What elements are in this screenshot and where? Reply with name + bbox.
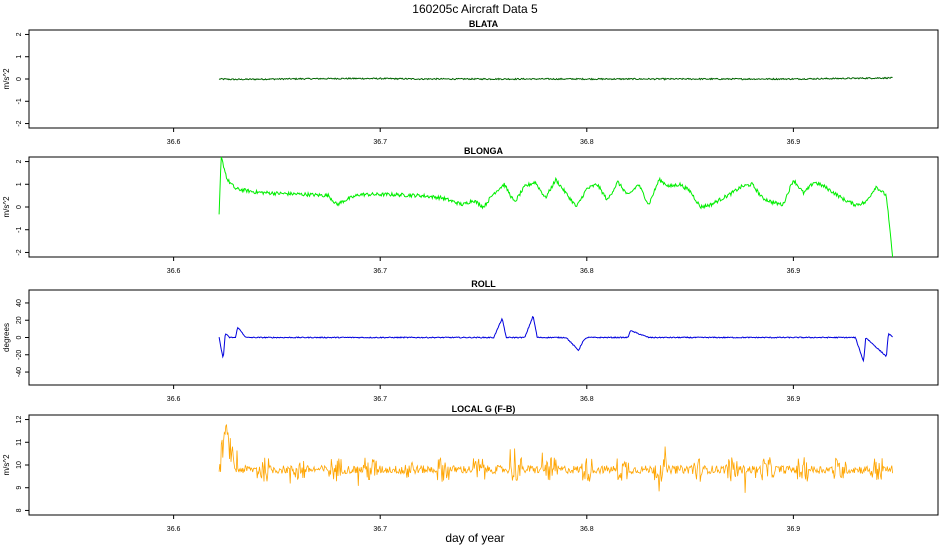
y-axis-label: m/s^2 [2,196,11,218]
x-tick-label: 36.9 [787,139,801,146]
x-tick-label: 36.9 [787,526,801,533]
x-tick-label: 36.7 [373,139,387,146]
x-tick-label: 36.7 [373,396,387,403]
y-axis-label: degrees [2,323,11,352]
series-line [218,424,893,493]
x-tick-label: 36.9 [787,268,801,275]
panel-1: BLATA m/s^2 -2 -1 0 1 2 36.6 36.7 36.8 36.9 [2,19,939,146]
x-tick-label: 36.8 [580,396,594,403]
panel-3: ROLL degrees -40 -20 0 20 40 36.6 36.7 36.8 36.9 [2,279,939,403]
x-tick-label: 36.6 [167,268,181,275]
x-tick-label: 36.7 [373,268,387,275]
plot-frame [28,414,939,516]
y-tick-label: 2 [16,159,23,163]
series-line [218,156,894,258]
x-tick-label: 36.6 [167,139,181,146]
series-line [218,315,893,363]
panel-title: BLATA [469,19,499,29]
panel-2: BLONGA m/s^2 -2 -1 0 1 2 36.6 36.7 36.8 36.9 [2,146,939,275]
y-tick-label: 0 [16,205,23,209]
series-line [218,76,893,81]
y-tick-label: -1 [16,227,23,233]
y-tick-label: 0 [16,77,23,81]
y-tick-label: 0 [16,335,23,339]
panel-title: LOCAL G (F-B) [452,404,516,414]
y-tick-label: 9 [16,486,23,490]
y-tick-label: 1 [16,55,23,59]
y-tick-label: 11 [16,439,23,446]
x-tick-label: 36.8 [580,268,594,275]
y-axis-label: m/s^2 [2,68,11,90]
x-tick-label: 36.6 [167,526,181,533]
y-tick-label: 8 [16,508,23,512]
x-tick-label: 36.7 [373,526,387,533]
x-tick-label: 36.9 [787,396,801,403]
y-tick-label: -1 [16,98,23,104]
y-tick-label: 20 [16,316,23,324]
y-tick-label: 40 [16,299,23,307]
page-title: 160205c Aircraft Data 5 [412,2,538,16]
panel-title: BLONGA [464,146,503,156]
y-tick-label: 1 [16,182,23,186]
y-tick-label: -2 [16,249,23,255]
panel-title: ROLL [471,279,496,289]
y-tick-label: -20 [16,350,23,360]
x-tick-label: 36.8 [580,526,594,533]
panel-4: LOCAL G (F-B) m/s^2 8 9 10 11 12 36.6 36.7 36.8 36… [2,404,939,533]
y-tick-label: 2 [16,32,23,36]
x-tick-label: 36.8 [580,139,594,146]
x-tick-label: 36.6 [167,396,181,403]
y-tick-label: 12 [16,416,23,424]
y-tick-label: -2 [16,120,23,126]
x-axis-label: day of year [445,531,505,545]
y-tick-label: -40 [16,367,23,377]
y-axis-label: m/s^2 [2,454,11,476]
y-tick-label: 10 [16,461,23,469]
